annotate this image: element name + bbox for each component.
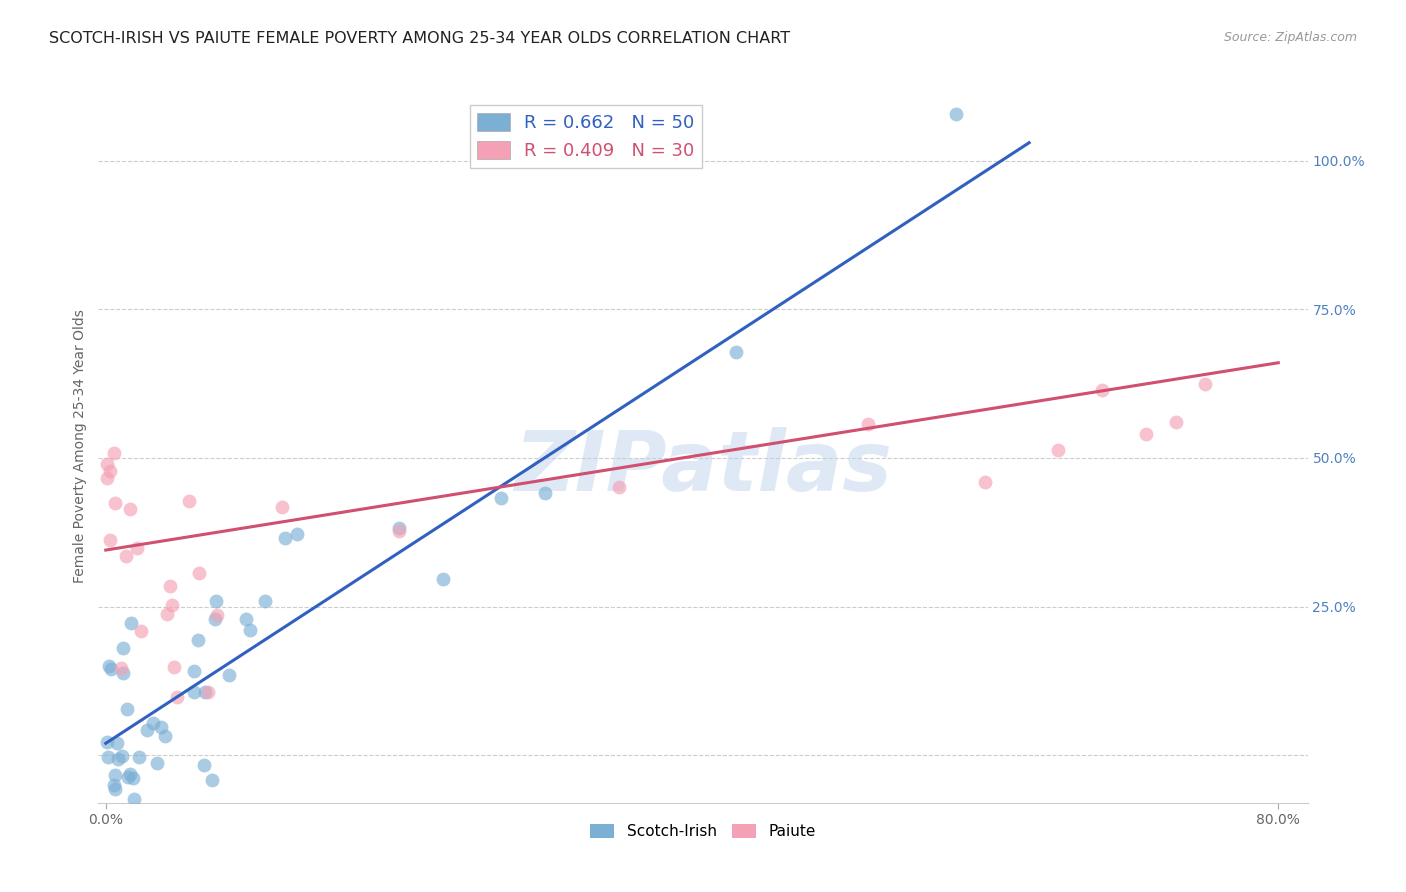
Text: ZIPatlas: ZIPatlas: [515, 427, 891, 508]
Point: [135, 811, 157, 825]
Point: [285, 526, 308, 541]
Point: [115, 549, 138, 563]
Point: [97, 750, 120, 764]
Point: [118, 814, 141, 828]
Point: [201, 773, 224, 788]
Point: [145, 756, 167, 771]
Point: [204, 612, 226, 626]
Point: [136, 723, 159, 737]
Point: [98, 464, 121, 478]
Point: [100, 662, 122, 676]
Point: [183, 685, 205, 699]
Point: [491, 491, 513, 505]
Point: [129, 624, 152, 639]
Point: [534, 486, 557, 500]
Point: [117, 770, 139, 784]
Point: [120, 820, 142, 834]
Point: [115, 702, 138, 716]
Point: [104, 781, 127, 796]
Point: [125, 541, 148, 555]
Point: [218, 667, 240, 681]
Point: [188, 566, 211, 580]
Point: [1164, 415, 1187, 429]
Point: [122, 771, 145, 785]
Point: [159, 579, 181, 593]
Point: [107, 752, 129, 766]
Point: [120, 615, 142, 630]
Point: [207, 607, 229, 622]
Point: [235, 612, 257, 626]
Point: [204, 594, 226, 608]
Point: [1135, 426, 1157, 441]
Point: [124, 861, 146, 875]
Point: [177, 494, 200, 508]
Point: [120, 501, 142, 516]
Point: [166, 690, 188, 705]
Point: [607, 480, 630, 494]
Point: [128, 750, 150, 764]
Point: [122, 792, 145, 806]
Text: Source: ZipAtlas.com: Source: ZipAtlas.com: [1223, 31, 1357, 45]
Point: [1194, 376, 1216, 391]
Point: [160, 598, 183, 612]
Point: [97, 871, 120, 886]
Point: [239, 623, 262, 637]
Point: [974, 475, 997, 489]
Point: [183, 664, 205, 678]
Point: [103, 446, 125, 460]
Point: [96, 735, 118, 749]
Point: [150, 720, 173, 734]
Point: [388, 521, 411, 535]
Point: [96, 457, 118, 471]
Point: [187, 632, 209, 647]
Point: [155, 729, 177, 743]
Point: [193, 758, 215, 772]
Point: [105, 736, 128, 750]
Point: [118, 767, 141, 781]
Point: [112, 640, 135, 655]
Point: [98, 533, 121, 547]
Point: [111, 665, 134, 680]
Point: [97, 659, 120, 673]
Point: [270, 500, 292, 514]
Point: [142, 716, 165, 731]
Point: [1047, 443, 1070, 458]
Point: [103, 768, 125, 782]
Point: [103, 779, 125, 793]
Point: [388, 524, 411, 538]
Point: [724, 345, 747, 359]
Point: [254, 594, 277, 608]
Point: [110, 661, 132, 675]
Point: [194, 684, 217, 698]
Legend: Scotch-Irish, Paiute: Scotch-Irish, Paiute: [583, 818, 823, 845]
Point: [1091, 383, 1114, 397]
Point: [120, 851, 142, 865]
Point: [163, 660, 186, 674]
Text: SCOTCH-IRISH VS PAIUTE FEMALE POVERTY AMONG 25-34 YEAR OLDS CORRELATION CHART: SCOTCH-IRISH VS PAIUTE FEMALE POVERTY AM…: [49, 31, 790, 46]
Point: [96, 470, 118, 484]
Point: [111, 748, 134, 763]
Point: [197, 685, 219, 699]
Point: [945, 107, 967, 121]
Point: [103, 496, 125, 510]
Point: [432, 573, 454, 587]
Point: [274, 531, 297, 545]
Point: [156, 607, 179, 621]
Y-axis label: Female Poverty Among 25-34 Year Olds: Female Poverty Among 25-34 Year Olds: [73, 309, 87, 583]
Point: [856, 417, 879, 432]
